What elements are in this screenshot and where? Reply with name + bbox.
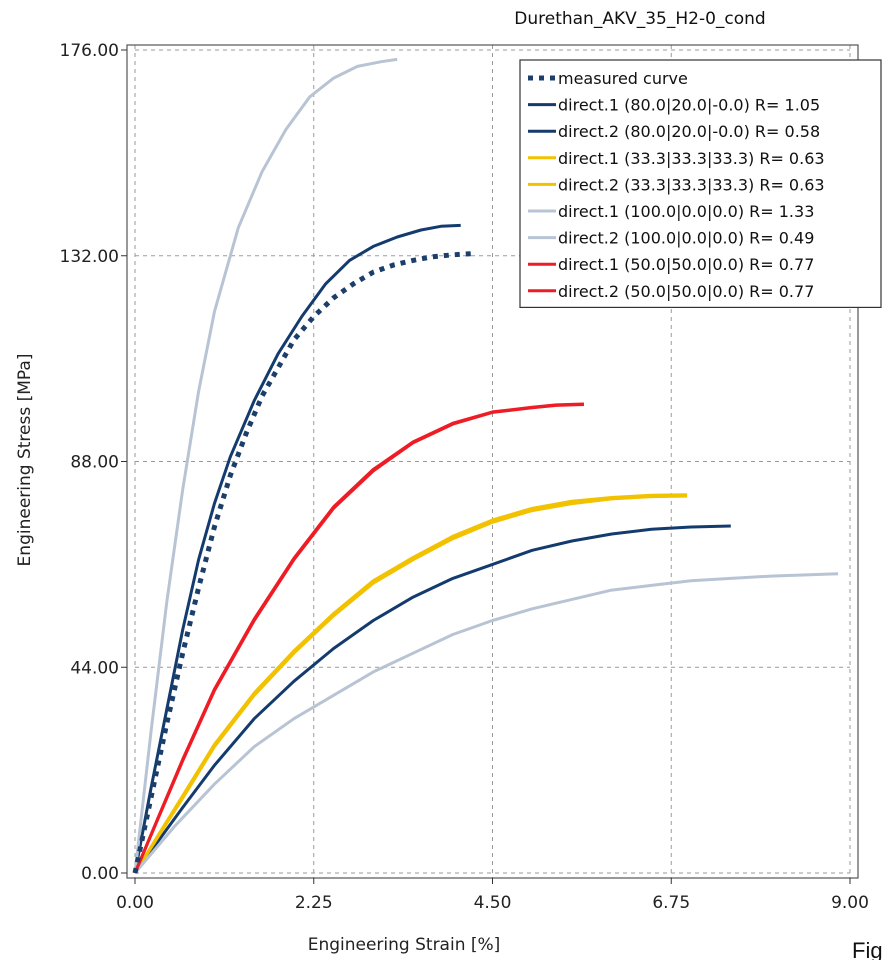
series-line-6 xyxy=(133,572,839,874)
legend-label-4: direct.2 (33.3|33.3|33.3) R= 0.63 xyxy=(558,175,825,194)
legend-label-1: direct.1 (80.0|20.0|-0.0) R= 1.05 xyxy=(558,96,820,115)
series-line-5 xyxy=(133,57,398,874)
y-axis-title: Engineering Stress [MPa] xyxy=(15,354,35,567)
y-tick-label-1: 44.00 xyxy=(70,658,119,678)
y-tick-label-4: 176.00 xyxy=(60,41,119,61)
legend-label-0: measured curve xyxy=(558,69,688,88)
series-line-2 xyxy=(133,524,731,874)
legend-label-6: direct.2 (100.0|0.0|0.0) R= 0.49 xyxy=(558,229,814,248)
series-line-7 xyxy=(133,403,584,874)
legend-label-8: direct.2 (50.0|50.0|0.0) R= 0.77 xyxy=(558,282,814,301)
y-axis-ticks: 0.00 44.00 88.00 132.00 176.00 xyxy=(60,41,127,884)
legend: measured curve direct.1 (80.0|20.0|-0.0) … xyxy=(519,59,882,308)
y-tick-label-0: 0.00 xyxy=(81,864,119,884)
y-tick-label-2: 88.00 xyxy=(70,453,119,473)
legend-label-3: direct.1 (33.3|33.3|33.3) R= 0.63 xyxy=(558,149,825,168)
legend-label-5: direct.1 (100.0|0.0|0.0) R= 1.33 xyxy=(558,202,814,221)
series-line-1 xyxy=(133,223,461,874)
chart-title: Durethan_AKV_35_H2-0_cond xyxy=(514,9,765,29)
legend-label-2: direct.2 (80.0|20.0|-0.0) R= 0.58 xyxy=(558,122,820,141)
legend-box xyxy=(519,59,882,308)
series-line-0 xyxy=(132,250,477,874)
x-tick-label-3: 6.75 xyxy=(652,893,690,913)
x-axis-ticks: 0.00 2.25 4.50 6.75 9.00 xyxy=(116,878,869,913)
figure-caption-fragment: Fig xyxy=(852,938,883,960)
x-tick-label-2: 4.50 xyxy=(474,893,512,913)
x-tick-label-0: 0.00 xyxy=(116,893,154,913)
x-tick-label-1: 2.25 xyxy=(295,893,333,913)
series-line-4 xyxy=(133,493,688,874)
x-axis-title: Engineering Strain [%] xyxy=(308,935,501,955)
y-tick-label-3: 132.00 xyxy=(60,247,119,267)
series-line-8 xyxy=(133,402,584,874)
series-lines xyxy=(132,57,839,874)
legend-label-7: direct.1 (50.0|50.0|0.0) R= 0.77 xyxy=(558,255,814,274)
x-tick-label-4: 9.00 xyxy=(831,893,869,913)
